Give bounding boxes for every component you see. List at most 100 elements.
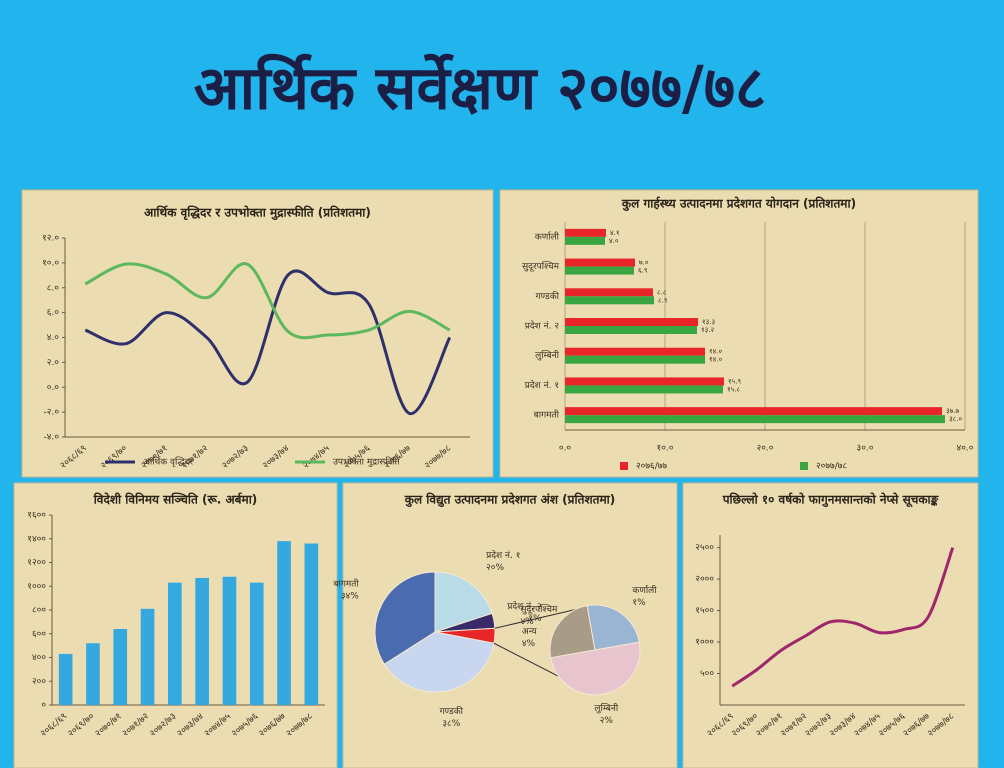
slice-value: ३४%: [341, 592, 359, 602]
x-tick-label: २०.०: [757, 444, 774, 454]
y-tick-label: ६००: [32, 629, 46, 639]
y-tick-label: प्रदेश नं. २: [525, 320, 560, 332]
legend-label: उपभोक्ता मुद्रास्फीति: [333, 456, 400, 468]
x-tick-label: १०.०: [657, 444, 674, 454]
bar: [565, 347, 705, 356]
slice-value: २०%: [486, 563, 504, 573]
slice-value: २%: [600, 716, 614, 726]
y-tick-label: ८.०: [47, 283, 60, 293]
slice-name: गण्डकी: [440, 705, 464, 717]
y-tick-label: प्रदेश नं. १: [525, 379, 559, 391]
y-tick-label: ४.०: [47, 333, 60, 343]
y-tick-label: २.०: [47, 358, 60, 368]
pie-slice: [374, 571, 436, 665]
bar: [140, 608, 155, 705]
x-tick-label: ०.०: [559, 444, 572, 454]
y-tick-label: -२.०: [44, 408, 60, 418]
legend-swatch: [800, 462, 808, 470]
slice-name: सुदूरपश्चिम: [520, 603, 558, 615]
bar: [168, 582, 182, 705]
line-series: [84, 262, 451, 340]
chart-title: पछिल्लो १० वर्षको फागुनमसान्तको नेप्से स…: [722, 493, 940, 508]
chart-title: कुल गार्हस्थ्य उत्पादनमा प्रदेशगत योगदान…: [621, 197, 856, 212]
legend-label: २०७७/७८: [816, 462, 847, 472]
slice-value: ४%: [520, 617, 534, 627]
y-tick-label: २५००: [695, 543, 714, 553]
y-tick-label: लुम्बिनी: [535, 349, 559, 361]
line-series: [84, 269, 452, 415]
pie-slice: [549, 605, 596, 659]
bar: [565, 407, 942, 416]
y-tick-label: २०००: [695, 575, 714, 585]
y-tick-label: २००: [32, 677, 46, 687]
y-tick-label: सुदूरपश्चिम: [522, 260, 560, 272]
slice-name: अन्य: [522, 627, 538, 637]
bar: [565, 288, 653, 297]
bar: [222, 576, 237, 705]
chart-title: विदेशी विनिमय सञ्चिति (रू. अर्बमा): [93, 493, 258, 507]
bar: [304, 543, 319, 705]
value-label: ३८.०: [949, 415, 963, 423]
pie-slice: [434, 571, 493, 633]
bar: [86, 643, 100, 705]
bar: [565, 296, 654, 305]
y-tick-label: १२००: [27, 558, 46, 568]
x-tick-label: ४०.०: [957, 444, 974, 454]
bar: [565, 318, 698, 326]
value-label: ७.०: [639, 259, 649, 267]
value-label: ८.८: [657, 288, 667, 296]
y-tick-label: १०.०: [42, 258, 59, 268]
value-label: १४.०: [709, 356, 723, 364]
chart-panel: [682, 482, 979, 768]
y-tick-label: १२.०: [42, 234, 59, 244]
pie-slice: [550, 641, 641, 696]
value-label: १३.३: [702, 318, 716, 326]
slice-value: १%: [632, 598, 646, 608]
bar: [195, 577, 209, 705]
value-label: ४.०: [609, 237, 619, 245]
legend-label: २०७६/७७: [636, 462, 667, 472]
legend-swatch: [620, 462, 628, 470]
bar: [58, 653, 73, 705]
slice-name: प्रदेश नं. १: [486, 549, 520, 561]
y-tick-label: ६.०: [47, 308, 60, 318]
chart-panel: [21, 189, 494, 478]
y-tick-label: १६००: [27, 511, 46, 521]
bar: [565, 377, 724, 386]
y-tick-label: ०: [41, 701, 46, 711]
y-tick-label: कर्णाली: [535, 230, 560, 242]
value-label: ८.९: [658, 296, 668, 304]
y-tick-label: गण्डकी: [536, 290, 560, 302]
bar: [565, 385, 723, 394]
slice-value: ४%: [522, 639, 536, 649]
y-tick-label: १५००: [695, 606, 714, 616]
value-label: ६.९: [638, 267, 648, 275]
slice-name: प्रदेश नं. २: [507, 600, 542, 612]
pie-slice: [586, 604, 640, 651]
bar: [565, 236, 605, 245]
legend-label: आर्थिक वृद्धिदर: [143, 456, 193, 468]
chart-title: कुल विद्युत उत्पादनमा प्रदेशगत अंश (प्रत…: [404, 493, 615, 508]
bar: [113, 629, 128, 705]
value-label: ३७.७: [946, 407, 960, 415]
chart-title: आर्थिक वृद्धिदर र उपभोक्ता मुद्रास्फीति …: [144, 206, 371, 221]
y-tick-label: ४००: [32, 653, 46, 663]
value-label: ४.१: [610, 229, 620, 237]
bar: [249, 582, 264, 705]
bar: [565, 415, 945, 424]
line-series: [731, 547, 955, 688]
y-tick-label: १४००: [27, 534, 46, 544]
value-label: १५.८: [727, 385, 741, 393]
bar: [565, 228, 606, 237]
y-tick-label: बागमती: [534, 409, 560, 421]
slice-value: १%: [528, 614, 542, 624]
slice-name: लुम्बिनी: [594, 702, 618, 714]
value-label: १५.९: [728, 377, 742, 385]
y-tick-label: १०००: [27, 582, 46, 592]
slice-name: बागमती: [333, 578, 359, 590]
bar: [565, 355, 705, 364]
slice-name: कर्णाली: [632, 584, 657, 596]
x-tick-label: ३०.०: [857, 444, 874, 454]
y-tick-label: ५००: [700, 669, 714, 679]
